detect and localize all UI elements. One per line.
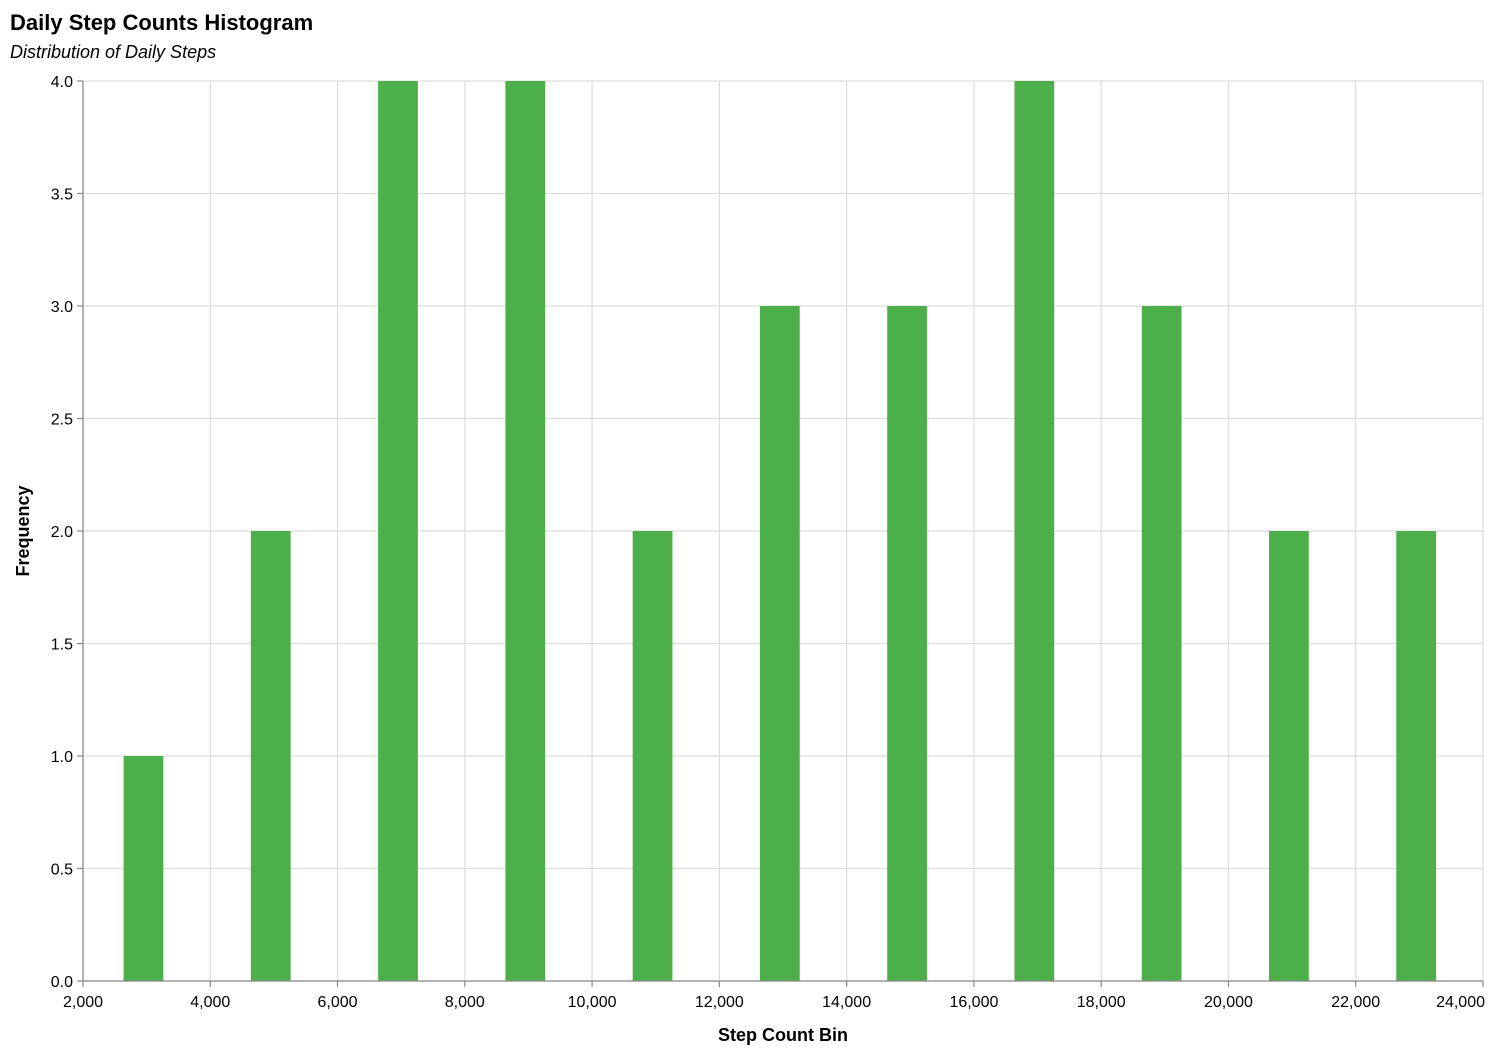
chart-subtitle: Distribution of Daily Steps: [10, 42, 216, 62]
x-tick-label: 6,000: [318, 994, 358, 1011]
x-tick-label: 22,000: [1331, 994, 1380, 1011]
y-tick-label: 3.0: [51, 299, 73, 316]
x-tick-label: 14,000: [822, 994, 871, 1011]
y-tick-label: 2.5: [51, 412, 73, 429]
bars: [123, 81, 1437, 981]
y-tick-label: 4.0: [51, 74, 73, 91]
x-tick-label: 4,000: [190, 994, 230, 1011]
histogram-bar: [250, 531, 291, 981]
x-tick-label: 12,000: [695, 994, 744, 1011]
x-tick-label: 10,000: [568, 994, 617, 1011]
axes: 0.0 0.5 1.0 1.5 2.0 2.5 3.0 3.5 4.0 2,000 4,000 6,0…: [51, 74, 1485, 1011]
y-tick-label: 2.0: [51, 524, 73, 541]
histogram-bar: [1269, 531, 1309, 981]
histogram-bar: [1396, 531, 1437, 981]
chart-title: Daily Step Counts Histogram: [10, 10, 313, 35]
histogram-bar: [123, 756, 164, 981]
histogram-bar: [1014, 81, 1055, 981]
y-tick-label: 0.0: [51, 974, 73, 991]
x-tick-label: 16,000: [949, 994, 998, 1011]
histogram-bar: [759, 306, 800, 981]
x-tick-label: 20,000: [1204, 994, 1253, 1011]
x-tick-label: 8,000: [445, 994, 485, 1011]
histogram-bar: [1141, 306, 1182, 981]
y-axis-title: Frequency: [13, 485, 33, 576]
x-tick-label: 18,000: [1077, 994, 1126, 1011]
histogram-bar: [632, 531, 673, 981]
y-tick-label: 0.5: [51, 862, 73, 879]
y-tick-label: 1.0: [51, 749, 73, 766]
x-tick-label: 2,000: [63, 994, 103, 1011]
y-tick-label: 1.5: [51, 637, 73, 654]
x-axis-title: Step Count Bin: [718, 1025, 848, 1045]
histogram-bar: [887, 306, 927, 981]
x-tick-label: 24,000: [1436, 994, 1485, 1011]
y-tick-label: 3.5: [51, 187, 73, 204]
histogram-bar: [505, 81, 546, 981]
histogram-bar: [378, 81, 418, 981]
